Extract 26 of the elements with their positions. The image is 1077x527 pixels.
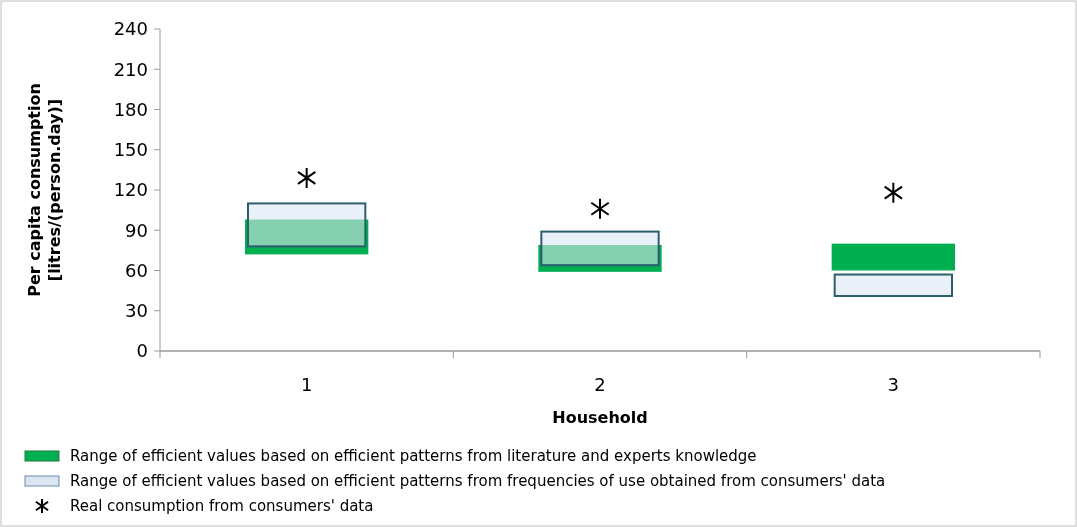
legend-label: Range of efficient values based on efficient patterns from frequencies of use obtained from consumers' data (70, 472, 886, 491)
bar (831, 243, 955, 271)
y-tick-label: 210 (113, 58, 148, 80)
x-tick-label: 3 (887, 374, 900, 395)
bar (538, 245, 662, 272)
y-tick-label: 0 (136, 340, 148, 362)
point (296, 166, 317, 189)
bar (540, 230, 660, 267)
y-tick-label: 120 (113, 179, 148, 201)
y-tick-label: 150 (113, 139, 148, 161)
x-tick-label: 2 (594, 374, 606, 395)
x-axis-title: Household (552, 408, 648, 427)
y-axis-title: Per capita consumption [litres/(person.day)] (25, 83, 64, 297)
y-tick-label: 180 (113, 98, 148, 120)
legend-label: Range of efficient values based on efficient patterns from literature and experts knowledge (70, 447, 757, 466)
bar (833, 273, 953, 297)
y-tick-label: 240 (113, 18, 148, 40)
x-tick-label: 1 (300, 374, 313, 395)
y-tick-label: 60 (125, 259, 148, 281)
point (590, 197, 610, 220)
point (883, 181, 904, 204)
y-tick-label: 90 (125, 219, 148, 241)
bar (247, 202, 367, 248)
y-tick-label: 30 (125, 300, 148, 322)
bar (245, 219, 369, 255)
legend-label: Real consumption from consumers' data (70, 497, 374, 516)
